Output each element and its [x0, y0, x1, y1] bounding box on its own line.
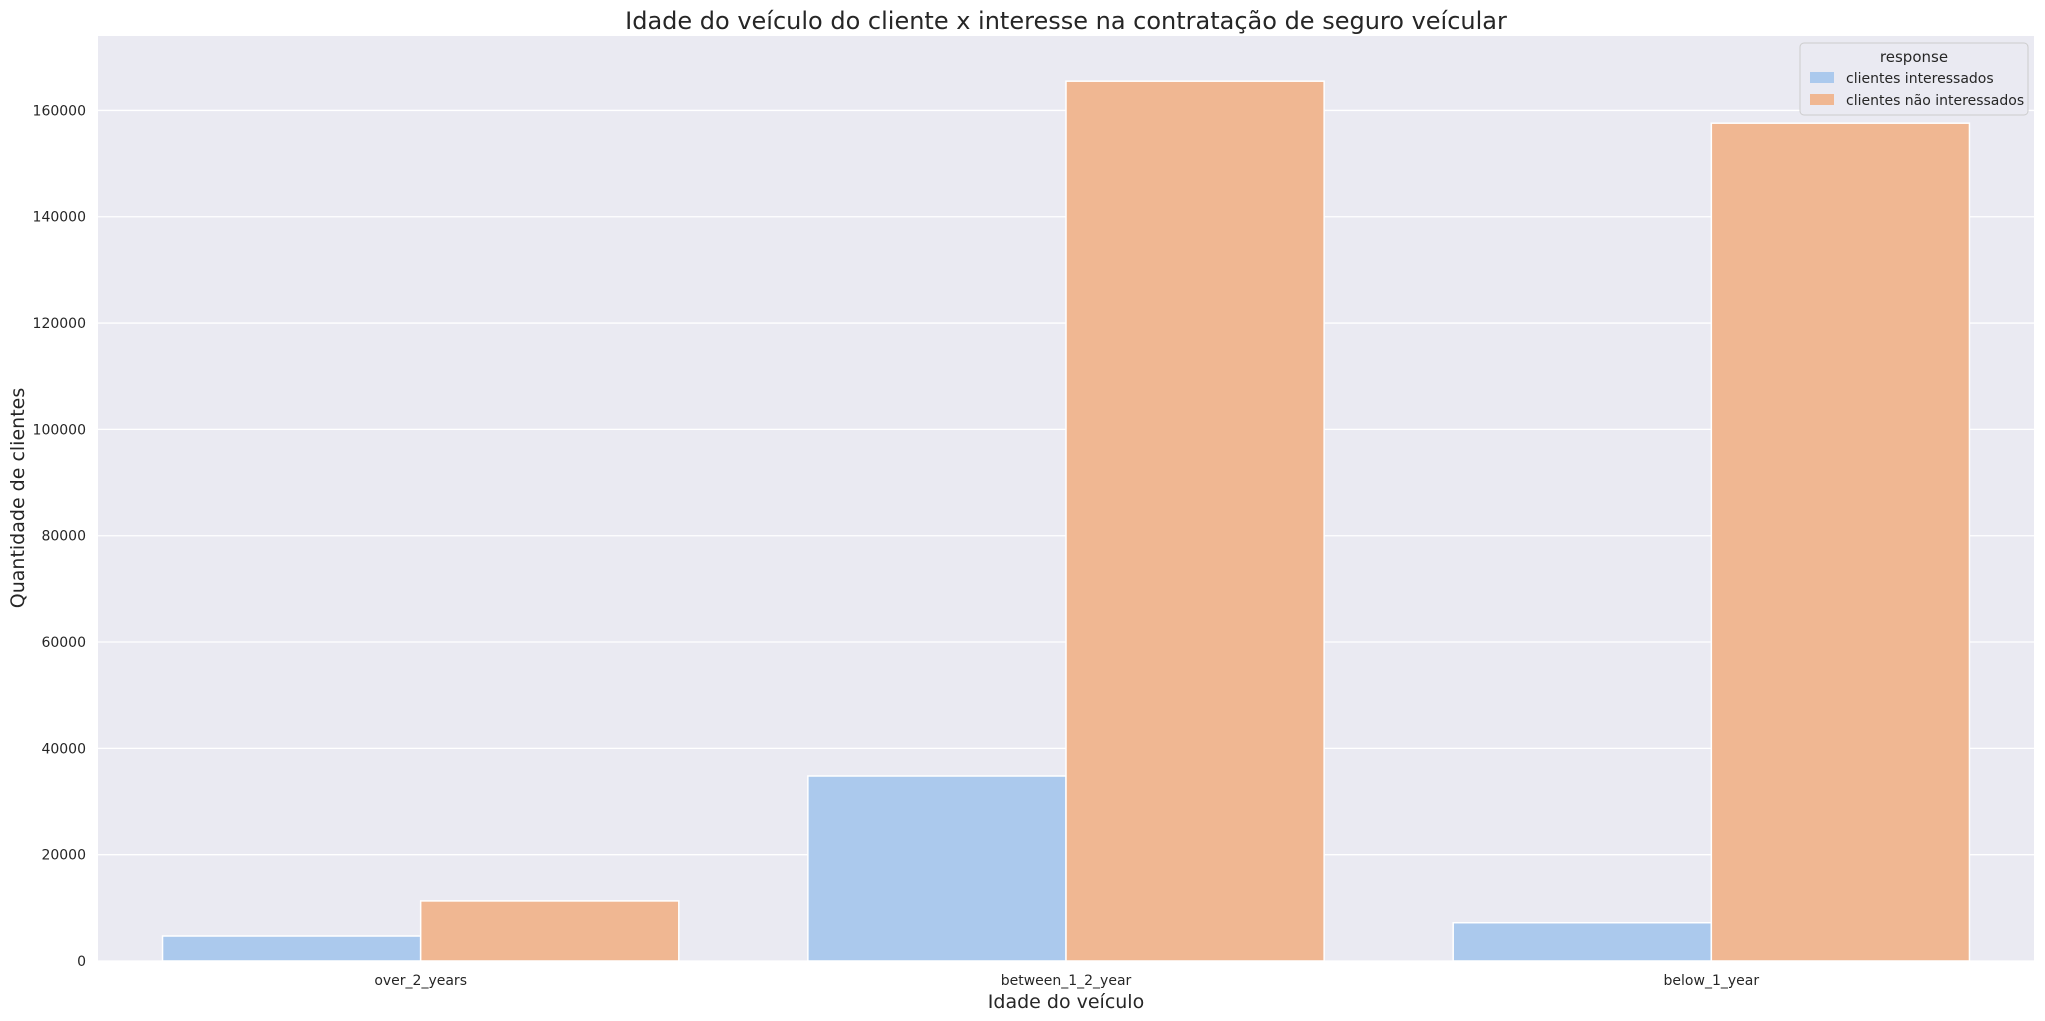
y-tick-label: 20000: [41, 848, 86, 864]
bar-between_1_2_year-series-0: [807, 775, 1067, 962]
x-tick-label: below_1_year: [1664, 973, 1760, 989]
y-axis-title: Quantidade de clientes: [7, 388, 29, 608]
x-tick-labels: over_2_years between_1_2_year below_1_year: [374, 973, 1759, 989]
legend-frame: [1799, 42, 2029, 116]
bar-below_1_year-series-0: [1452, 921, 1713, 962]
y-tick-label: 60000: [41, 635, 86, 651]
y-tick-labels: 0 20000 40000 60000 80000 100000 120000 140000 1…: [33, 103, 86, 970]
y-tick-label: 40000: [41, 741, 86, 757]
x-axis-title: Idade do veículo: [988, 991, 1144, 1013]
chart-title: Idade do veículo do cliente x interesse …: [625, 7, 1507, 35]
y-tick-label: 0: [77, 954, 86, 970]
bar-between_1_2_year-series-1: [1065, 80, 1325, 962]
bar-below_1_year-series-1: [1710, 122, 1971, 962]
legend-title: response: [1880, 48, 1948, 66]
bar-over_2_years-series-1: [419, 900, 680, 962]
legend: response clientes interessados clientes …: [1799, 42, 2029, 116]
y-tick-label: 80000: [41, 529, 86, 545]
y-tick-label: 140000: [33, 210, 86, 226]
x-tick-label: over_2_years: [374, 973, 467, 989]
legend-swatch-not-interested: [1810, 94, 1834, 105]
legend-swatch-interested: [1810, 72, 1834, 83]
legend-label-interested: clientes interessados: [1846, 71, 1994, 87]
legend-label-not-interested: clientes não interessados: [1846, 93, 2024, 109]
bars: [161, 80, 1971, 962]
bar-over_2_years-series-0: [161, 935, 422, 962]
y-tick-label: 120000: [33, 316, 86, 332]
y-tick-label: 160000: [33, 103, 86, 119]
x-tick-label: between_1_2_year: [1001, 973, 1132, 989]
y-tick-label: 100000: [33, 422, 86, 438]
